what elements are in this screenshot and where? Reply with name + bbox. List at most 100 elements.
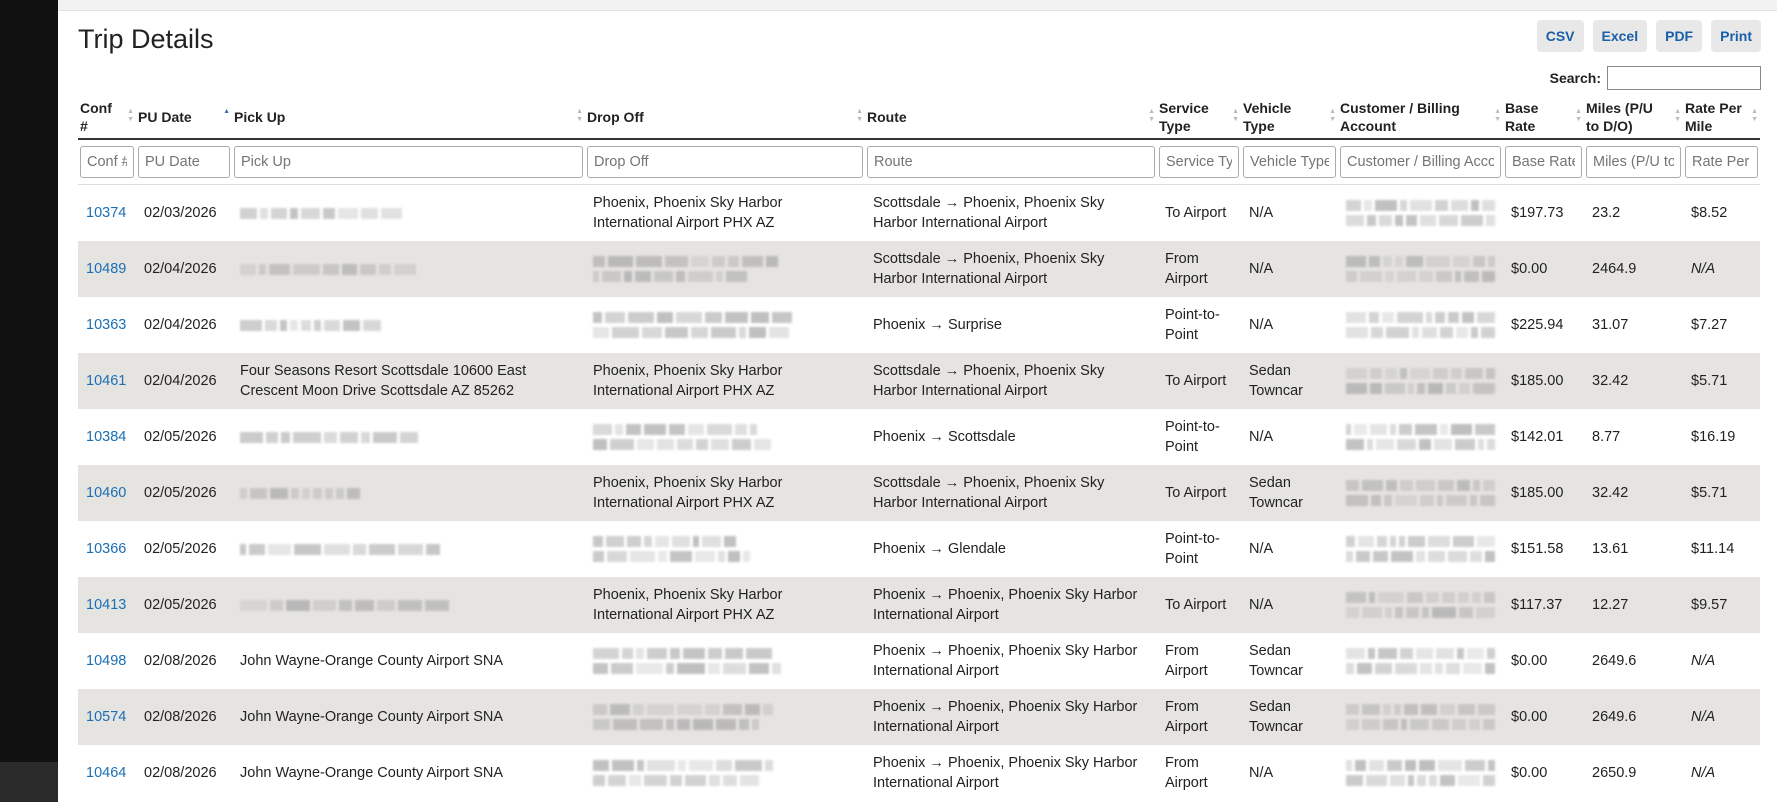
miles-text: 2649.6 bbox=[1592, 653, 1637, 669]
base-text: $185.00 bbox=[1511, 485, 1564, 501]
cell: 2650.9 bbox=[1584, 745, 1683, 801]
service-text: Point-to-Point bbox=[1165, 531, 1220, 567]
conf-link[interactable]: 10363 bbox=[86, 317, 127, 333]
cell: 32.42 bbox=[1584, 353, 1683, 409]
cell bbox=[232, 409, 585, 465]
filter-cell bbox=[78, 139, 136, 185]
dropoff-text: Phoenix, Phoenix Sky Harbor Internationa… bbox=[593, 363, 783, 399]
export-button[interactable]: Print bbox=[1711, 20, 1761, 52]
cell: To Airport bbox=[1157, 353, 1241, 409]
cell: Phoenix → Phoenix, Phoenix Sky Harbor In… bbox=[865, 633, 1157, 689]
column-filter[interactable] bbox=[587, 146, 863, 178]
column-header[interactable]: Vehicle Type bbox=[1241, 96, 1338, 140]
export-button[interactable]: CSV bbox=[1536, 20, 1584, 52]
filter-cell bbox=[585, 139, 865, 185]
cell: N/A bbox=[1683, 689, 1760, 745]
column-header[interactable]: Miles (P/U to D/O) bbox=[1584, 96, 1683, 140]
vehicle-text: Sedan Towncar bbox=[1249, 475, 1303, 511]
vehicle-text: N/A bbox=[1249, 317, 1274, 333]
cell: Sedan Towncar bbox=[1241, 633, 1338, 689]
column-filter[interactable] bbox=[1243, 146, 1336, 178]
conf-link[interactable]: 10464 bbox=[86, 765, 127, 781]
cell: $0.00 bbox=[1503, 745, 1584, 801]
conf-link[interactable]: 10366 bbox=[86, 541, 127, 557]
dropoff-text: Phoenix, Phoenix Sky Harbor Internationa… bbox=[593, 587, 783, 623]
cell bbox=[585, 241, 865, 297]
column-header[interactable]: Customer / Billing Account bbox=[1338, 96, 1503, 140]
conf-link[interactable]: 10384 bbox=[86, 429, 127, 445]
base-text: $0.00 bbox=[1511, 653, 1548, 669]
redacted-text bbox=[593, 704, 857, 730]
column-header[interactable]: Pick Up bbox=[232, 96, 585, 140]
filter-cell bbox=[1157, 139, 1241, 185]
route-text: Phoenix → Phoenix, Phoenix Sky Harbor In… bbox=[873, 699, 1138, 735]
cell: $16.19 bbox=[1683, 409, 1760, 465]
cell: N/A bbox=[1683, 745, 1760, 801]
cell: Four Seasons Resort Scottsdale 10600 Eas… bbox=[232, 353, 585, 409]
column-filter[interactable] bbox=[234, 146, 583, 178]
miles-text: 8.77 bbox=[1592, 429, 1621, 445]
redacted-text bbox=[1346, 424, 1495, 450]
rate-text: N/A bbox=[1691, 709, 1716, 725]
cell: 10374 bbox=[78, 185, 136, 242]
cell: Scottsdale → Phoenix, Phoenix Sky Harbor… bbox=[865, 241, 1157, 297]
conf-link[interactable]: 10574 bbox=[86, 709, 127, 725]
miles-text: 13.61 bbox=[1592, 541, 1629, 557]
cell: 02/04/2026 bbox=[136, 353, 232, 409]
redacted-text bbox=[1346, 648, 1496, 674]
service-text: Point-to-Point bbox=[1165, 419, 1220, 455]
column-header[interactable]: Route bbox=[865, 96, 1157, 140]
conf-link[interactable]: 10489 bbox=[86, 261, 127, 277]
cell bbox=[232, 465, 585, 521]
column-filter[interactable] bbox=[80, 146, 134, 178]
miles-text: 2649.6 bbox=[1592, 709, 1637, 725]
cell: 10366 bbox=[78, 521, 136, 577]
service-text: From Airport bbox=[1165, 251, 1208, 287]
date-text: 02/08/2026 bbox=[144, 709, 217, 725]
cell: $5.71 bbox=[1683, 465, 1760, 521]
column-header[interactable]: Service Type bbox=[1157, 96, 1241, 140]
cell: N/A bbox=[1683, 241, 1760, 297]
redacted-text bbox=[593, 536, 857, 562]
cell: Phoenix, Phoenix Sky Harbor Internationa… bbox=[585, 465, 865, 521]
redacted-text bbox=[593, 424, 857, 450]
cell: $185.00 bbox=[1503, 353, 1584, 409]
export-button[interactable]: PDF bbox=[1656, 20, 1703, 52]
filter-cell bbox=[1683, 139, 1760, 185]
conf-link[interactable]: 10498 bbox=[86, 653, 127, 669]
column-filter[interactable] bbox=[1586, 146, 1681, 178]
cell: Phoenix → Scottsdale bbox=[865, 409, 1157, 465]
column-header[interactable]: Conf # bbox=[78, 96, 136, 140]
redacted-text bbox=[240, 599, 577, 611]
column-filter[interactable] bbox=[1159, 146, 1239, 178]
column-filter[interactable] bbox=[138, 146, 230, 178]
date-text: 02/05/2026 bbox=[144, 541, 217, 557]
vehicle-text: N/A bbox=[1249, 205, 1274, 221]
conf-link[interactable]: 10460 bbox=[86, 485, 127, 501]
miles-text: 32.42 bbox=[1592, 485, 1629, 501]
cell: 02/04/2026 bbox=[136, 297, 232, 353]
cell: $9.57 bbox=[1683, 577, 1760, 633]
pickup-text: Four Seasons Resort Scottsdale 10600 Eas… bbox=[240, 363, 527, 399]
conf-link[interactable]: 10461 bbox=[86, 373, 127, 389]
cell: Phoenix → Phoenix, Phoenix Sky Harbor In… bbox=[865, 689, 1157, 745]
conf-link[interactable]: 10374 bbox=[86, 205, 127, 221]
column-header[interactable]: Base Rate bbox=[1503, 96, 1584, 140]
column-filter[interactable] bbox=[1685, 146, 1758, 178]
column-header[interactable]: Drop Off bbox=[585, 96, 865, 140]
cell: $151.58 bbox=[1503, 521, 1584, 577]
date-text: 02/03/2026 bbox=[144, 205, 217, 221]
column-filter[interactable] bbox=[1340, 146, 1501, 178]
search-input[interactable] bbox=[1607, 66, 1761, 90]
export-button[interactable]: Excel bbox=[1592, 20, 1648, 52]
vehicle-text: N/A bbox=[1249, 261, 1274, 277]
column-header[interactable]: PU Date bbox=[136, 96, 232, 140]
column-filter[interactable] bbox=[867, 146, 1155, 178]
conf-link[interactable]: 10413 bbox=[86, 597, 127, 613]
page-title: Trip Details bbox=[78, 24, 214, 54]
column-filter[interactable] bbox=[1505, 146, 1582, 178]
column-header[interactable]: Rate Per Mile bbox=[1683, 96, 1760, 140]
redacted-text bbox=[1346, 536, 1496, 562]
